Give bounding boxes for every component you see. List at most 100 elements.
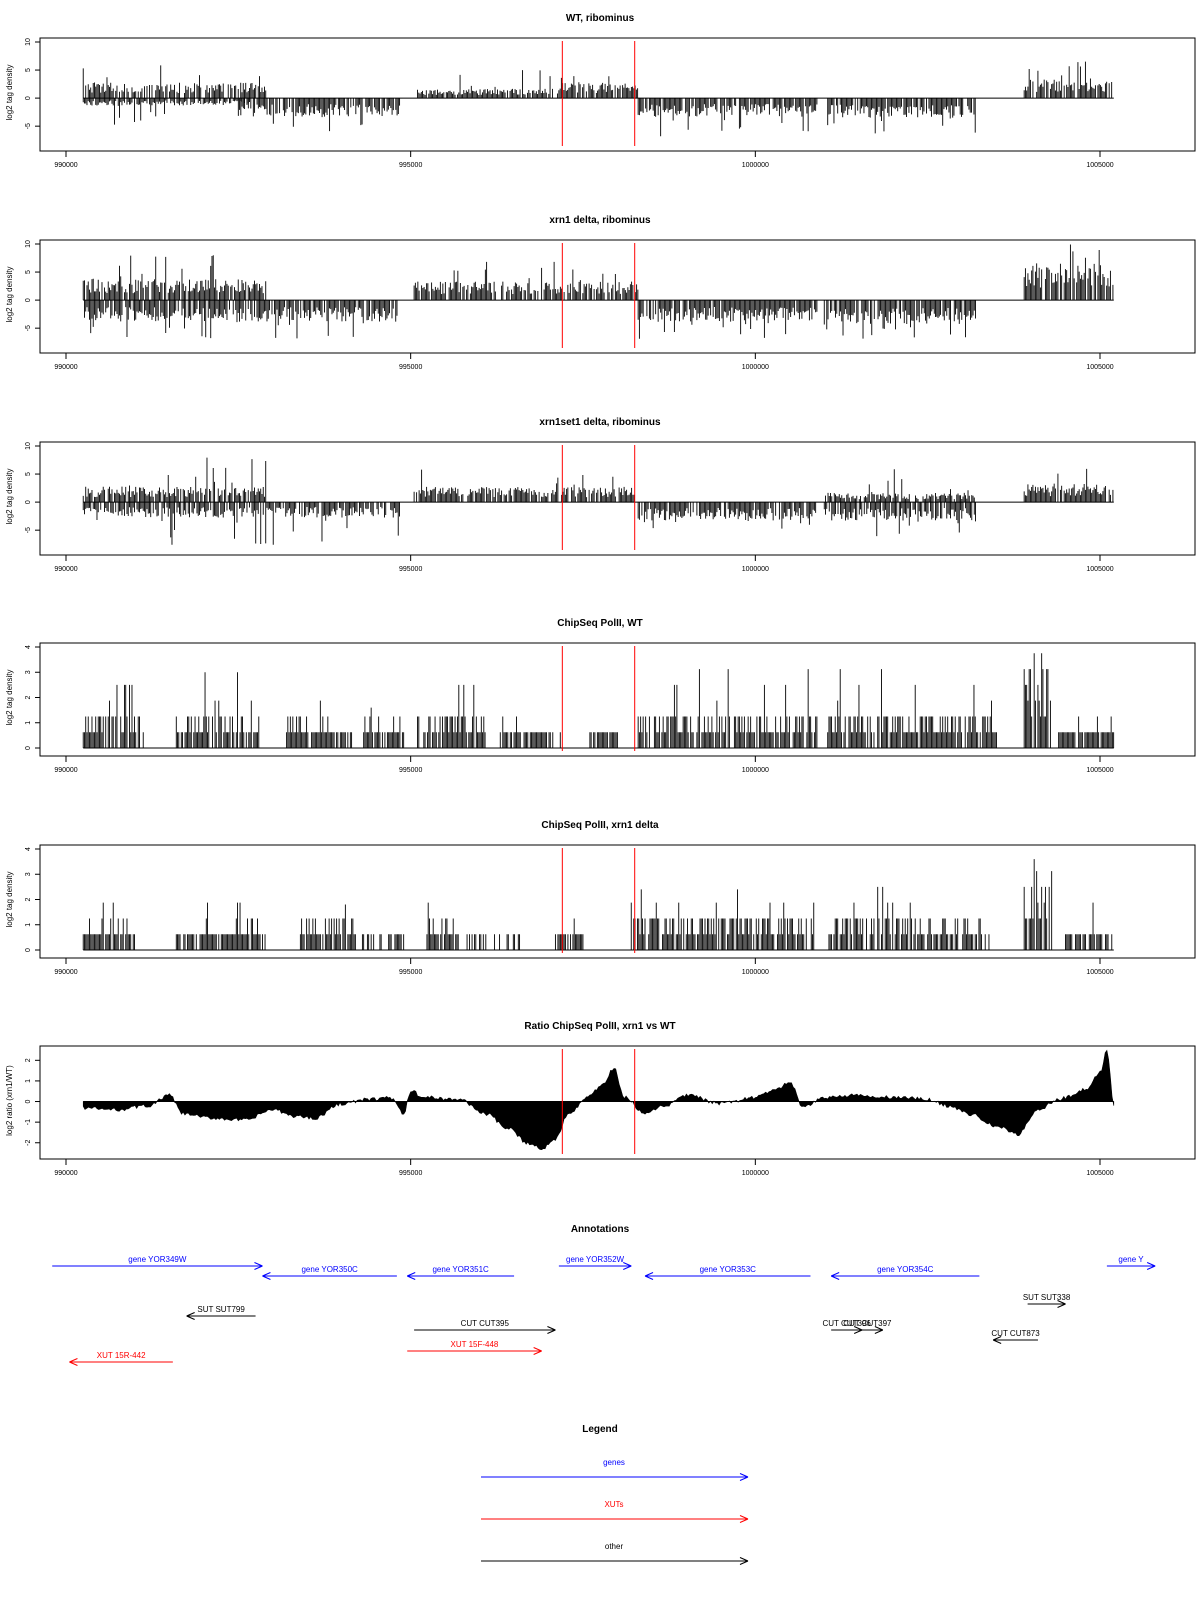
x-tick-label: 1005000	[1086, 162, 1113, 169]
density-segment-2	[82, 98, 250, 125]
plot-frame	[39, 1045, 1196, 1160]
y-tick-label: 10	[25, 442, 32, 450]
density-segment-2	[82, 502, 400, 545]
y-axis-label: log2 tag density	[5, 266, 14, 322]
density-bar	[554, 918, 584, 950]
y-axis-label: log2 tag density	[5, 669, 14, 725]
chart-panel-5: ChipSeq PolII, xrn1 delta 0 1 2 3 4 log2 tag d…	[5, 820, 1196, 976]
y-axis-label: log2 tag density	[5, 64, 14, 120]
y-tick-label: -5	[25, 123, 32, 129]
x-tick-label: 995000	[399, 162, 422, 169]
annotation-arrow	[52, 1262, 263, 1270]
x-tick-label: 990000	[54, 767, 77, 774]
chart-panel-1: WT, ribominus -5 0 5 10 log2 tag density 99000…	[5, 13, 1196, 169]
density-segment-1	[82, 457, 267, 503]
x-tick-label: 990000	[54, 969, 77, 976]
legend-panel: Legend genes XUTs other	[481, 1424, 749, 1565]
arrow-head	[1146, 1262, 1156, 1270]
density-bar	[363, 707, 405, 748]
y-tick-label: 1	[25, 1079, 32, 1083]
density-segment-8	[630, 889, 815, 950]
density-segment-1	[82, 684, 144, 748]
x-tick-label: 1005000	[1086, 364, 1113, 371]
density-bar	[417, 684, 486, 748]
x-tick-label: 990000	[54, 162, 77, 169]
annotation-label: XUT 15R-442	[97, 1351, 146, 1360]
x-tick-label: 1000000	[742, 566, 769, 573]
annotation-label: gene YOR352W	[566, 1255, 625, 1264]
x-tick-label: 1000000	[742, 969, 769, 976]
x-tick-label: 1005000	[1086, 1170, 1113, 1177]
annotation-arrow	[414, 1326, 556, 1334]
y-tick-label: 4	[25, 645, 32, 649]
y-tick-label: 10	[25, 38, 32, 46]
density-segment-6	[466, 934, 521, 950]
density-bar	[82, 457, 267, 503]
density-segment-4	[361, 934, 405, 950]
x-tick-label: 1000000	[742, 364, 769, 371]
density-bar	[417, 70, 559, 99]
annotation-gene: gene YOR350C	[262, 1265, 397, 1280]
chart-panel-6: Ratio ChipSeq PolII, xrn1 vs WT -2 -1 0 1 2 lo…	[5, 1021, 1196, 1177]
annotation-arrow	[69, 1358, 173, 1366]
annotation-gene: gene YOR352W	[558, 1255, 632, 1270]
arrow-head	[853, 1326, 863, 1334]
chart-title: ChipSeq PolII, WT	[557, 618, 643, 629]
density-bar	[1023, 653, 1051, 748]
x-tick-label: 1000000	[742, 1170, 769, 1177]
legend-label: XUTs	[604, 1500, 623, 1509]
legend-arrow	[481, 1557, 749, 1565]
density-bar	[1023, 859, 1053, 950]
chart-panel-3: xrn1set1 delta, ribominus -5 0 5 10 log2 tag …	[5, 417, 1196, 573]
density-segment-5	[823, 300, 976, 339]
density-segment-10	[1023, 859, 1053, 950]
annotation-arrow	[830, 1272, 980, 1280]
annotation-other: SUT SUT799	[186, 1305, 256, 1320]
annotation-arrow	[262, 1272, 397, 1280]
chart-title: Ratio ChipSeq PolII, xrn1 vs WT	[524, 1021, 675, 1032]
density-bar	[286, 700, 353, 748]
annotation-arrow	[1106, 1262, 1156, 1270]
density-bar	[637, 300, 818, 339]
density-bar	[637, 502, 817, 529]
annotation-label: SUT SUT799	[197, 1305, 245, 1314]
y-tick-label: 2	[25, 1058, 32, 1062]
x-tick-label: 1000000	[742, 767, 769, 774]
density-segment-10	[1023, 653, 1051, 748]
legend-item: XUTs	[481, 1500, 749, 1523]
annotation-arrow	[558, 1262, 632, 1270]
legend-label: other	[605, 1542, 624, 1551]
annotation-arrow	[186, 1312, 256, 1320]
density-bar	[1023, 244, 1114, 301]
annotation-gene: gene YOR353C	[644, 1265, 811, 1280]
density-segment-4	[637, 300, 818, 339]
density-segment-9	[828, 886, 990, 950]
density-bars	[82, 859, 1113, 950]
annotation-other: SUT SUT338	[1023, 1293, 1071, 1308]
density-segment-6	[1023, 244, 1114, 301]
density-bar	[827, 669, 997, 748]
density-segment-2	[175, 902, 266, 950]
y-tick-label: 10	[25, 240, 32, 248]
density-segment-1	[82, 902, 135, 950]
x-tick-label: 1000000	[742, 162, 769, 169]
density-bar	[413, 261, 639, 301]
y-tick-label: 3	[25, 670, 32, 674]
chart-title: ChipSeq PolII, xrn1 delta	[541, 820, 659, 831]
density-segment-2	[84, 300, 398, 339]
annotation-arrow	[992, 1336, 1038, 1344]
density-segment-5	[417, 684, 486, 748]
y-axis-label: log2 tag density	[5, 871, 14, 927]
annotation-other: CUT CUT873	[991, 1329, 1040, 1344]
density-segment-11	[1065, 902, 1113, 950]
chart-title: xrn1set1 delta, ribominus	[539, 417, 661, 428]
y-tick-label: 0	[25, 500, 32, 504]
density-bar	[827, 98, 976, 134]
annotation-label: gene YOR353C	[700, 1265, 757, 1274]
chart-panel-4: ChipSeq PolII, WT 0 1 2 3 4 log2 tag density 99…	[5, 618, 1196, 774]
density-segment-4	[637, 502, 817, 529]
ratio-area	[82, 1049, 1115, 1150]
density-segment-7	[554, 918, 584, 950]
y-tick-label: 5	[25, 472, 32, 476]
